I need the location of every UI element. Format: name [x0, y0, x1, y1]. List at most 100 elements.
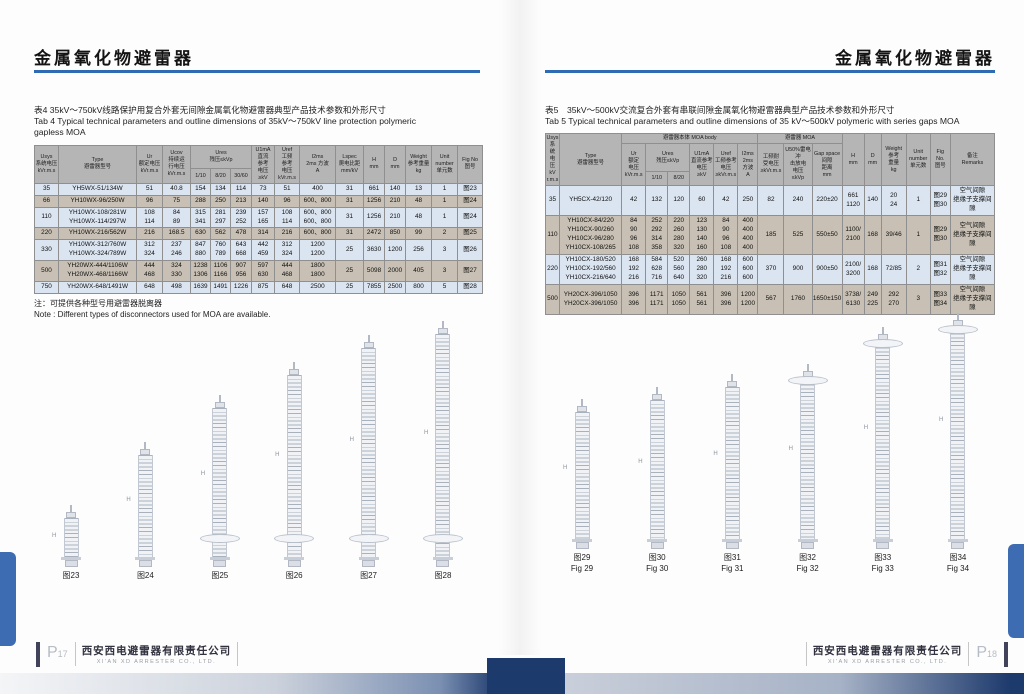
figure-caption: 图24 — [136, 571, 154, 581]
table-cell: 500 — [544, 284, 561, 316]
table-cell: 875 — [251, 281, 276, 295]
table-cell: 661 — [363, 182, 386, 196]
column-header: U50%雷电冲 击放电 电压 ≤kVp — [783, 143, 813, 187]
table-cell: 550±50 — [811, 215, 843, 256]
column-header: 30/60 — [229, 168, 253, 184]
shed-stack — [435, 334, 451, 558]
table-cell: 220±20 — [811, 185, 843, 217]
table-cell: 750 — [34, 281, 59, 295]
terminal-stem — [293, 362, 296, 370]
top-cap — [577, 406, 587, 413]
column-header: 8/20 — [210, 168, 231, 184]
dimension-label: H — [349, 437, 354, 444]
table-cell: 图33 图34 — [929, 284, 951, 316]
table-cell: 140 — [863, 185, 882, 217]
table-cell: 1 — [905, 215, 931, 256]
column-header: Ur 额定电压 kVr.m.s — [136, 144, 163, 184]
table-cell: 850 — [384, 227, 407, 241]
header-row: 1/10 8/20 — [546, 171, 995, 187]
table-cell: 1238 1306 — [190, 260, 211, 283]
terminal-stem — [581, 399, 583, 407]
arrester-drawing: H — [787, 364, 828, 550]
table-cell: 3 — [905, 284, 931, 316]
page-title: 金属氧化物避雷器 — [835, 49, 995, 68]
table-row: 35 YH5CX-42/120 42 132 120 60 42 250 82 240 220±20… — [544, 185, 996, 217]
header-row: Usys 系 统 电 压 kV r.m.s Type 避雷器型号 避雷器本体 MOA… — [544, 133, 996, 187]
column-header: Type 避雷器型号 — [559, 133, 623, 187]
table-cell: 252 292 314 358 — [645, 215, 669, 256]
footer-accent-bar — [36, 642, 40, 667]
table-cell: 400 — [299, 182, 337, 196]
table-cell: 1200 1200 — [737, 284, 759, 316]
top-cap — [66, 512, 76, 519]
table-cell: 324 330 — [162, 260, 191, 283]
parameters-table-5: Usys 系 统 电 压 kV r.m.s Type 避雷器型号 避雷器本体 MOA… — [544, 133, 996, 316]
figure-caption: 图25 — [211, 571, 229, 581]
top-cap — [214, 402, 225, 409]
table-cell: 42 — [621, 185, 647, 217]
table-cell: 图31 图32 — [929, 254, 951, 286]
table-cell: 42 — [713, 185, 739, 217]
table-cell: 1106 1166 — [210, 260, 231, 283]
base-flange — [61, 557, 81, 561]
shed-stack — [875, 340, 891, 540]
table-cell: 1 — [431, 206, 459, 229]
column-header: H mm — [363, 144, 386, 184]
page-number: P17 — [47, 644, 68, 661]
table-cell: 5 — [431, 281, 459, 295]
table-cell: 66 — [34, 194, 59, 208]
page-gutter-shadow — [498, 0, 542, 655]
base-foot — [801, 542, 815, 550]
header-row: 1/10 8/20 30/60 — [35, 168, 483, 184]
table-cell: 900±50 — [811, 254, 843, 286]
column-header: Uref 工频参考 电压 ≥kVr.m.s — [713, 143, 739, 187]
table-cell: 84 89 — [162, 206, 191, 229]
table-cell: 216 — [136, 227, 163, 241]
shed-stack — [361, 348, 377, 558]
top-cap — [727, 381, 738, 388]
base-flange — [209, 557, 230, 561]
table-cell: 5098 — [363, 260, 386, 283]
dimension-label: H — [563, 465, 568, 472]
base-foot — [575, 542, 589, 550]
table-cell: 237 246 — [162, 239, 191, 262]
base-flange — [797, 539, 818, 543]
column-header: Unit number 单元数 — [431, 144, 459, 184]
table-cell: 72/85 — [880, 254, 907, 286]
figure-caption: 图33 Fig 33 — [871, 553, 894, 574]
table-cell: 1226 — [229, 281, 253, 295]
column-header: 备注 Remarks — [949, 133, 996, 187]
table-cell: 256 — [405, 239, 433, 262]
table-cell: 2500 — [384, 281, 407, 295]
figures-row: H 图23 H 图24 — [34, 321, 480, 582]
arrester-figure: H 图24 — [116, 442, 174, 582]
table-cell: 31 — [335, 206, 365, 229]
table-cell: 478 — [229, 227, 253, 241]
top-cap — [289, 369, 300, 376]
table-cell: 216 — [274, 227, 301, 241]
table-cell: 661 1120 — [841, 185, 865, 217]
table-cell: 168.5 — [162, 227, 191, 241]
arrester-drawing: H — [52, 505, 81, 568]
table-cell: 114 — [229, 182, 253, 196]
table-cell: 168 192 216 — [621, 254, 647, 286]
table-cell: 498 — [162, 281, 191, 295]
dimension-label: H — [52, 532, 57, 539]
table-cell: 99 — [405, 227, 433, 241]
table-row: 220 YH10CX-180/520 YH10CX-192/560 YH10CX-… — [544, 254, 996, 286]
table-cell: 315 341 — [190, 206, 211, 229]
terminal-stem — [656, 387, 659, 395]
table-cell: 空气间隙 绝缘子支撑间隙 — [949, 185, 996, 217]
base-flange — [284, 557, 305, 561]
table-cell: 444 468 — [274, 260, 301, 283]
table-cell: 396 396 — [621, 284, 647, 316]
table-row: 330 YH10WX-312/760W YH10WX-324/789W 312 32… — [34, 239, 484, 262]
shed-stack — [950, 326, 966, 540]
table-cell: 48 — [405, 206, 433, 229]
table-cell: 185 — [757, 215, 785, 256]
arrester-figure: H 图30 Fig 30 — [628, 387, 686, 575]
page-number: P18 — [976, 644, 997, 661]
table-cell: 3630 — [363, 239, 386, 262]
arrester-figure: H 图29 Fig 29 — [553, 399, 611, 575]
